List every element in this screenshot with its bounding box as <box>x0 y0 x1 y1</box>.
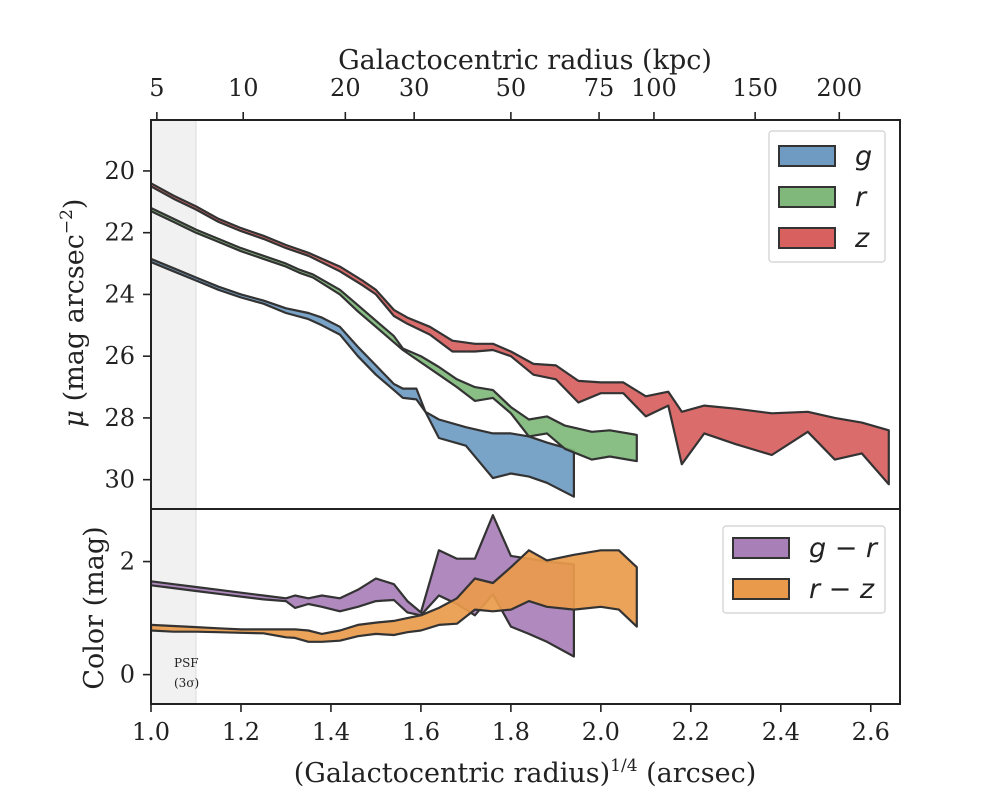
top-panel-legend-label: z <box>854 223 870 254</box>
top-x-tick-label: 75 <box>584 74 615 102</box>
top-panel-y-tick-label: 28 <box>104 404 135 432</box>
top-panel-legend-swatch <box>778 227 836 249</box>
top-panel-legend-swatch <box>778 145 836 167</box>
top-panel-psf-region <box>151 120 196 509</box>
bottom-x-tick-label: 1.8 <box>492 718 530 746</box>
psf-label-line1: PSF <box>174 656 199 670</box>
bottom-x-tick-label: 1.6 <box>402 718 440 746</box>
top-panel-y-axis-title-sup: −2 <box>57 209 77 234</box>
top-x-tick-label: 150 <box>732 74 778 102</box>
bottom-panel-legend-label: r − z <box>809 574 875 605</box>
bottom-panel-y-axis-title: Color (mag) <box>79 526 110 689</box>
top-x-tick-label: 20 <box>330 74 361 102</box>
bottom-panel-legend-label: g − r <box>809 533 879 564</box>
bottom-panel-legend-swatch <box>732 578 790 600</box>
bottom-panel-frame <box>150 508 901 705</box>
top-x-tick-label: 10 <box>228 74 259 102</box>
legend-layer: grz g − r r − z <box>722 130 886 614</box>
top-x-tick-label: 50 <box>496 74 527 102</box>
top-panel-legend-label: g <box>855 141 872 172</box>
top-panel-band-r <box>151 206 638 463</box>
top-panel-legend-label: r <box>855 182 868 213</box>
series-layer <box>151 182 890 658</box>
top-panel-y-tick-label: 22 <box>104 219 135 247</box>
top-panel-y-tick-label: 30 <box>104 466 135 494</box>
bottom-x-axis-title: (Galactocentric radius)1/4 (arcsec) <box>294 756 757 789</box>
bottom-panel-legend-swatch <box>732 537 790 559</box>
top-panel-y-axis-title: μ (mag arcsec−2) <box>57 199 90 428</box>
top-x-tick-label: 5 <box>149 74 164 102</box>
top-x-tick-label: 30 <box>399 74 430 102</box>
bottom-x-tick-label: 2.6 <box>852 718 890 746</box>
top-x-tick-label: 200 <box>816 74 862 102</box>
bottom-panel-psf-region <box>151 509 196 704</box>
top-x-axis-title: Galactocentric radius (kpc) <box>338 45 712 76</box>
bottom-x-axis-title-sup: 1/4 <box>610 756 637 776</box>
top-panel-y-axis-title-prefix: μ <box>59 410 90 428</box>
bottom-x-tick-label: 2.2 <box>672 718 710 746</box>
bottom-panel-y-tick-label: 2 <box>120 548 135 576</box>
top-panel-y-tick-label: 24 <box>104 280 135 308</box>
top-panel-y-tick-label: 26 <box>104 342 135 370</box>
top-x-tick-label: 100 <box>631 74 677 102</box>
ticks-layer: 1.0 1.2 1.4 1.6 1.8 2.0 2.2 2.4 2.65 10 20 30 50 75 10… <box>104 74 889 746</box>
bottom-x-axis-title-main: (Galactocentric radius) <box>294 758 610 789</box>
bottom-x-tick-label: 1.2 <box>222 718 260 746</box>
bottom-panel-y-tick-label: 0 <box>120 661 135 689</box>
top-panel-band-z <box>151 182 890 486</box>
top-panel-legend-swatch <box>778 186 836 208</box>
psf-label-line2: (3σ) <box>174 676 199 690</box>
bottom-x-tick-label: 1.4 <box>312 718 350 746</box>
clipped-series-group <box>151 182 890 658</box>
psf-shading-layer <box>151 120 197 704</box>
top-panel-y-tick-label: 20 <box>104 157 135 185</box>
top-panel-y-axis-title-tail: ) <box>59 199 90 210</box>
top-panel-y-axis-title-main: (mag arcsec <box>59 234 90 410</box>
frame-layer <box>150 119 901 705</box>
top-panel-band-g <box>151 257 575 498</box>
bottom-x-axis-title-tail: (arcsec) <box>638 758 757 789</box>
bottom-panel-band-rz <box>151 549 638 643</box>
bottom-x-tick-label: 1.0 <box>132 718 170 746</box>
bottom-x-tick-label: 2.0 <box>582 718 620 746</box>
bottom-x-tick-label: 2.4 <box>762 718 800 746</box>
